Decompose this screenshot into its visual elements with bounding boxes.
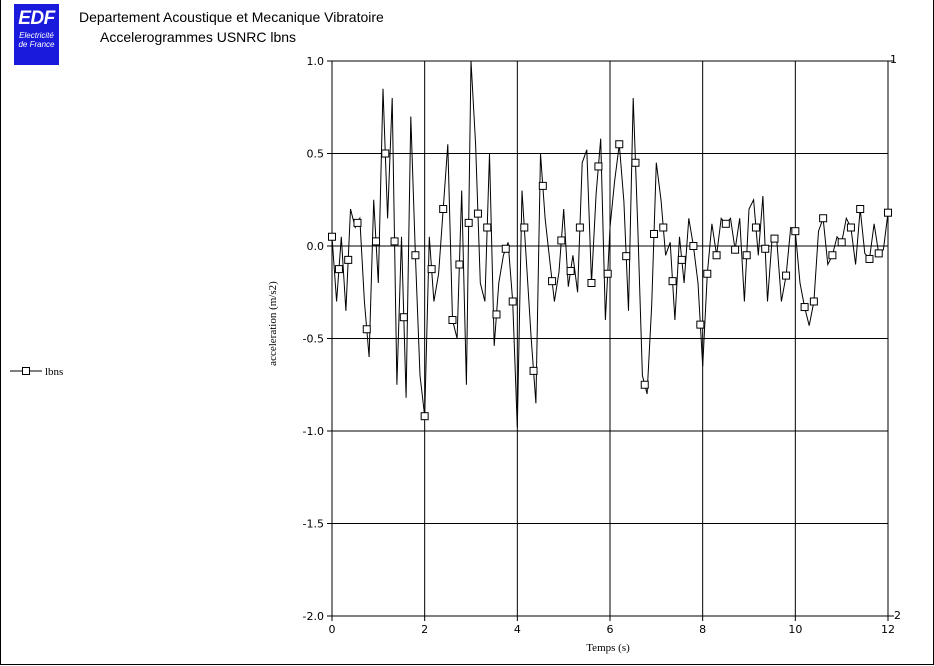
data-point-marker: [828, 251, 837, 260]
data-point-marker: [328, 232, 336, 241]
data-point-marker: [809, 297, 818, 306]
x-tick-label: 10: [788, 623, 802, 636]
legend-marker: [22, 367, 30, 375]
data-point-marker: [587, 279, 596, 287]
page-title: Departement Acoustique et Mecanique Vibr…: [79, 9, 384, 25]
data-point-marker: [427, 265, 436, 274]
data-point-marker: [622, 252, 631, 261]
data-point-marker: [575, 223, 584, 232]
data-point-marker: [464, 218, 473, 227]
data-point-marker: [631, 158, 640, 167]
data-point-marker: [603, 269, 612, 278]
logo-subtext-2: de France: [18, 40, 55, 49]
x-axis-label: Temps (s): [586, 642, 630, 654]
y-tick-label: 1.0: [307, 55, 325, 68]
data-point-marker: [742, 251, 751, 260]
data-point-marker: [696, 320, 705, 329]
y-tick-label: -1.0: [303, 425, 324, 438]
edf-logo: EDF Electricité de France: [14, 4, 59, 65]
data-point-marker: [492, 310, 501, 319]
data-point-marker: [455, 260, 464, 269]
logo-subtext-1: Electricité: [19, 31, 54, 40]
data-point-marker: [770, 234, 779, 243]
y-axis-label: acceleration (m/s2): [267, 281, 279, 366]
data-point-marker: [529, 366, 538, 375]
y-tick-label: 0.5: [307, 148, 325, 161]
data-point-marker: [712, 251, 721, 260]
page-subtitle: Accelerogrammes USNRC lbns: [100, 29, 297, 45]
data-point-marker: [615, 140, 624, 149]
y-tick-label: -1.5: [303, 518, 324, 531]
data-point-marker: [731, 245, 740, 254]
data-point-marker: [344, 255, 353, 264]
legend-label: lbns: [45, 366, 63, 378]
data-point-marker: [856, 205, 865, 213]
data-point-marker: [865, 254, 874, 263]
x-tick-label: 12: [881, 623, 895, 636]
data-point-marker: [677, 255, 686, 264]
data-point-marker: [819, 214, 828, 223]
data-point-marker: [594, 162, 603, 171]
data-point-marker: [548, 277, 557, 286]
data-point-marker: [751, 223, 760, 232]
data-point-marker: [372, 237, 381, 246]
data-point-marker: [874, 249, 883, 258]
data-point-marker: [659, 223, 668, 232]
right-axis-tick-label: -2: [890, 609, 901, 622]
data-point-marker: [390, 237, 399, 246]
y-tick-label: -2.0: [303, 610, 324, 623]
data-point-marker: [837, 238, 846, 247]
x-tick-label: 6: [607, 623, 614, 636]
data-point-marker: [411, 251, 420, 260]
data-point-marker: [640, 380, 649, 389]
data-point-marker: [334, 265, 343, 274]
data-point-marker: [791, 227, 800, 236]
data-point-marker: [439, 205, 448, 213]
data-point-marker: [782, 271, 791, 280]
data-point-marker: [650, 229, 659, 238]
logo-text: EDF: [18, 8, 55, 29]
y-tick-label: -0.5: [303, 333, 324, 346]
data-point-marker: [420, 412, 429, 421]
data-point-marker: [362, 325, 371, 334]
y-tick-label: 0.0: [307, 240, 325, 253]
data-point-marker: [761, 244, 770, 253]
data-point-marker: [800, 303, 809, 312]
data-point-marker: [520, 223, 529, 232]
data-point-marker: [508, 297, 517, 306]
data-point-marker: [448, 316, 457, 324]
x-tick-label: 4: [514, 623, 521, 636]
data-point-marker: [557, 236, 566, 245]
data-point-marker: [501, 244, 510, 253]
data-point-marker: [483, 223, 492, 232]
data-point-marker: [566, 266, 575, 275]
data-point-marker: [703, 269, 712, 278]
data-point-marker: [884, 208, 892, 217]
data-point-marker: [846, 223, 855, 232]
data-point-marker: [689, 242, 698, 250]
data-point-marker: [538, 181, 547, 190]
data-point-marker: [473, 209, 482, 218]
data-point-marker: [399, 313, 408, 322]
right-axis-tick-label: 1: [890, 53, 897, 66]
x-tick-label: 2: [421, 623, 428, 636]
data-point-marker: [353, 218, 362, 227]
data-point-marker: [721, 219, 730, 228]
data-point-marker: [381, 149, 390, 158]
x-tick-label: 8: [699, 623, 706, 636]
data-point-marker: [668, 277, 677, 286]
x-tick-label: 0: [329, 623, 336, 636]
